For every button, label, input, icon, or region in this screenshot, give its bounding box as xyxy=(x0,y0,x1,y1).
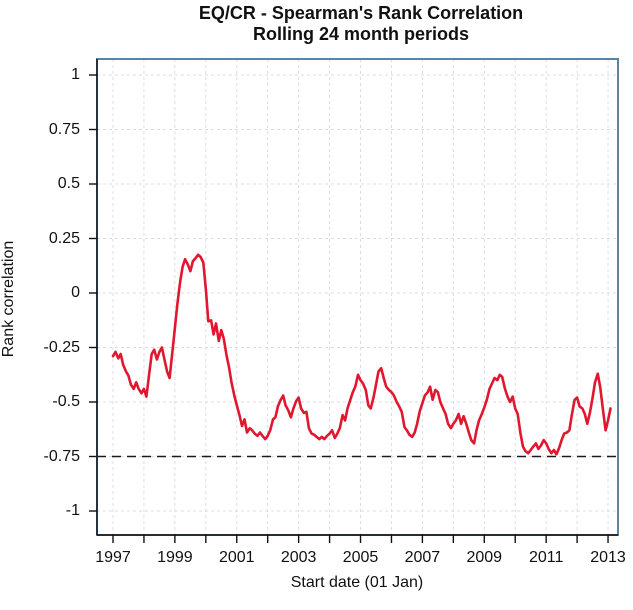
x-tick-label: 1999 xyxy=(157,549,193,566)
y-tick-label: 0 xyxy=(71,284,80,301)
chart-subtitle: Rolling 24 month periods xyxy=(252,24,469,44)
y-tick-label: 0.75 xyxy=(48,120,80,138)
x-tick-label: 2005 xyxy=(342,549,379,566)
x-axis-label: Start date (01 Jan) xyxy=(290,574,424,591)
y-tick-label: 1 xyxy=(71,66,80,83)
y-tick-label: 0.25 xyxy=(48,229,80,247)
y-tick-label: -0.75 xyxy=(43,447,80,465)
chart-title: EQ/CR - Spearman's Rank Correlation xyxy=(198,3,524,23)
x-tick-label: 2007 xyxy=(404,549,441,566)
x-tick-label: 2011 xyxy=(528,549,564,566)
y-tick-label: -0.5 xyxy=(52,393,80,410)
x-tick-label: 2009 xyxy=(466,549,503,566)
y-tick-label: 0.5 xyxy=(57,175,80,192)
x-tick-label: 2001 xyxy=(218,549,255,566)
x-tick-label: 1997 xyxy=(95,549,131,566)
y-tick-label: -0.25 xyxy=(43,338,80,356)
x-tick-label: 2013 xyxy=(590,549,626,566)
y-tick-label: -1 xyxy=(65,502,80,519)
x-tick-label: 2003 xyxy=(280,549,317,566)
series-line xyxy=(111,253,612,456)
